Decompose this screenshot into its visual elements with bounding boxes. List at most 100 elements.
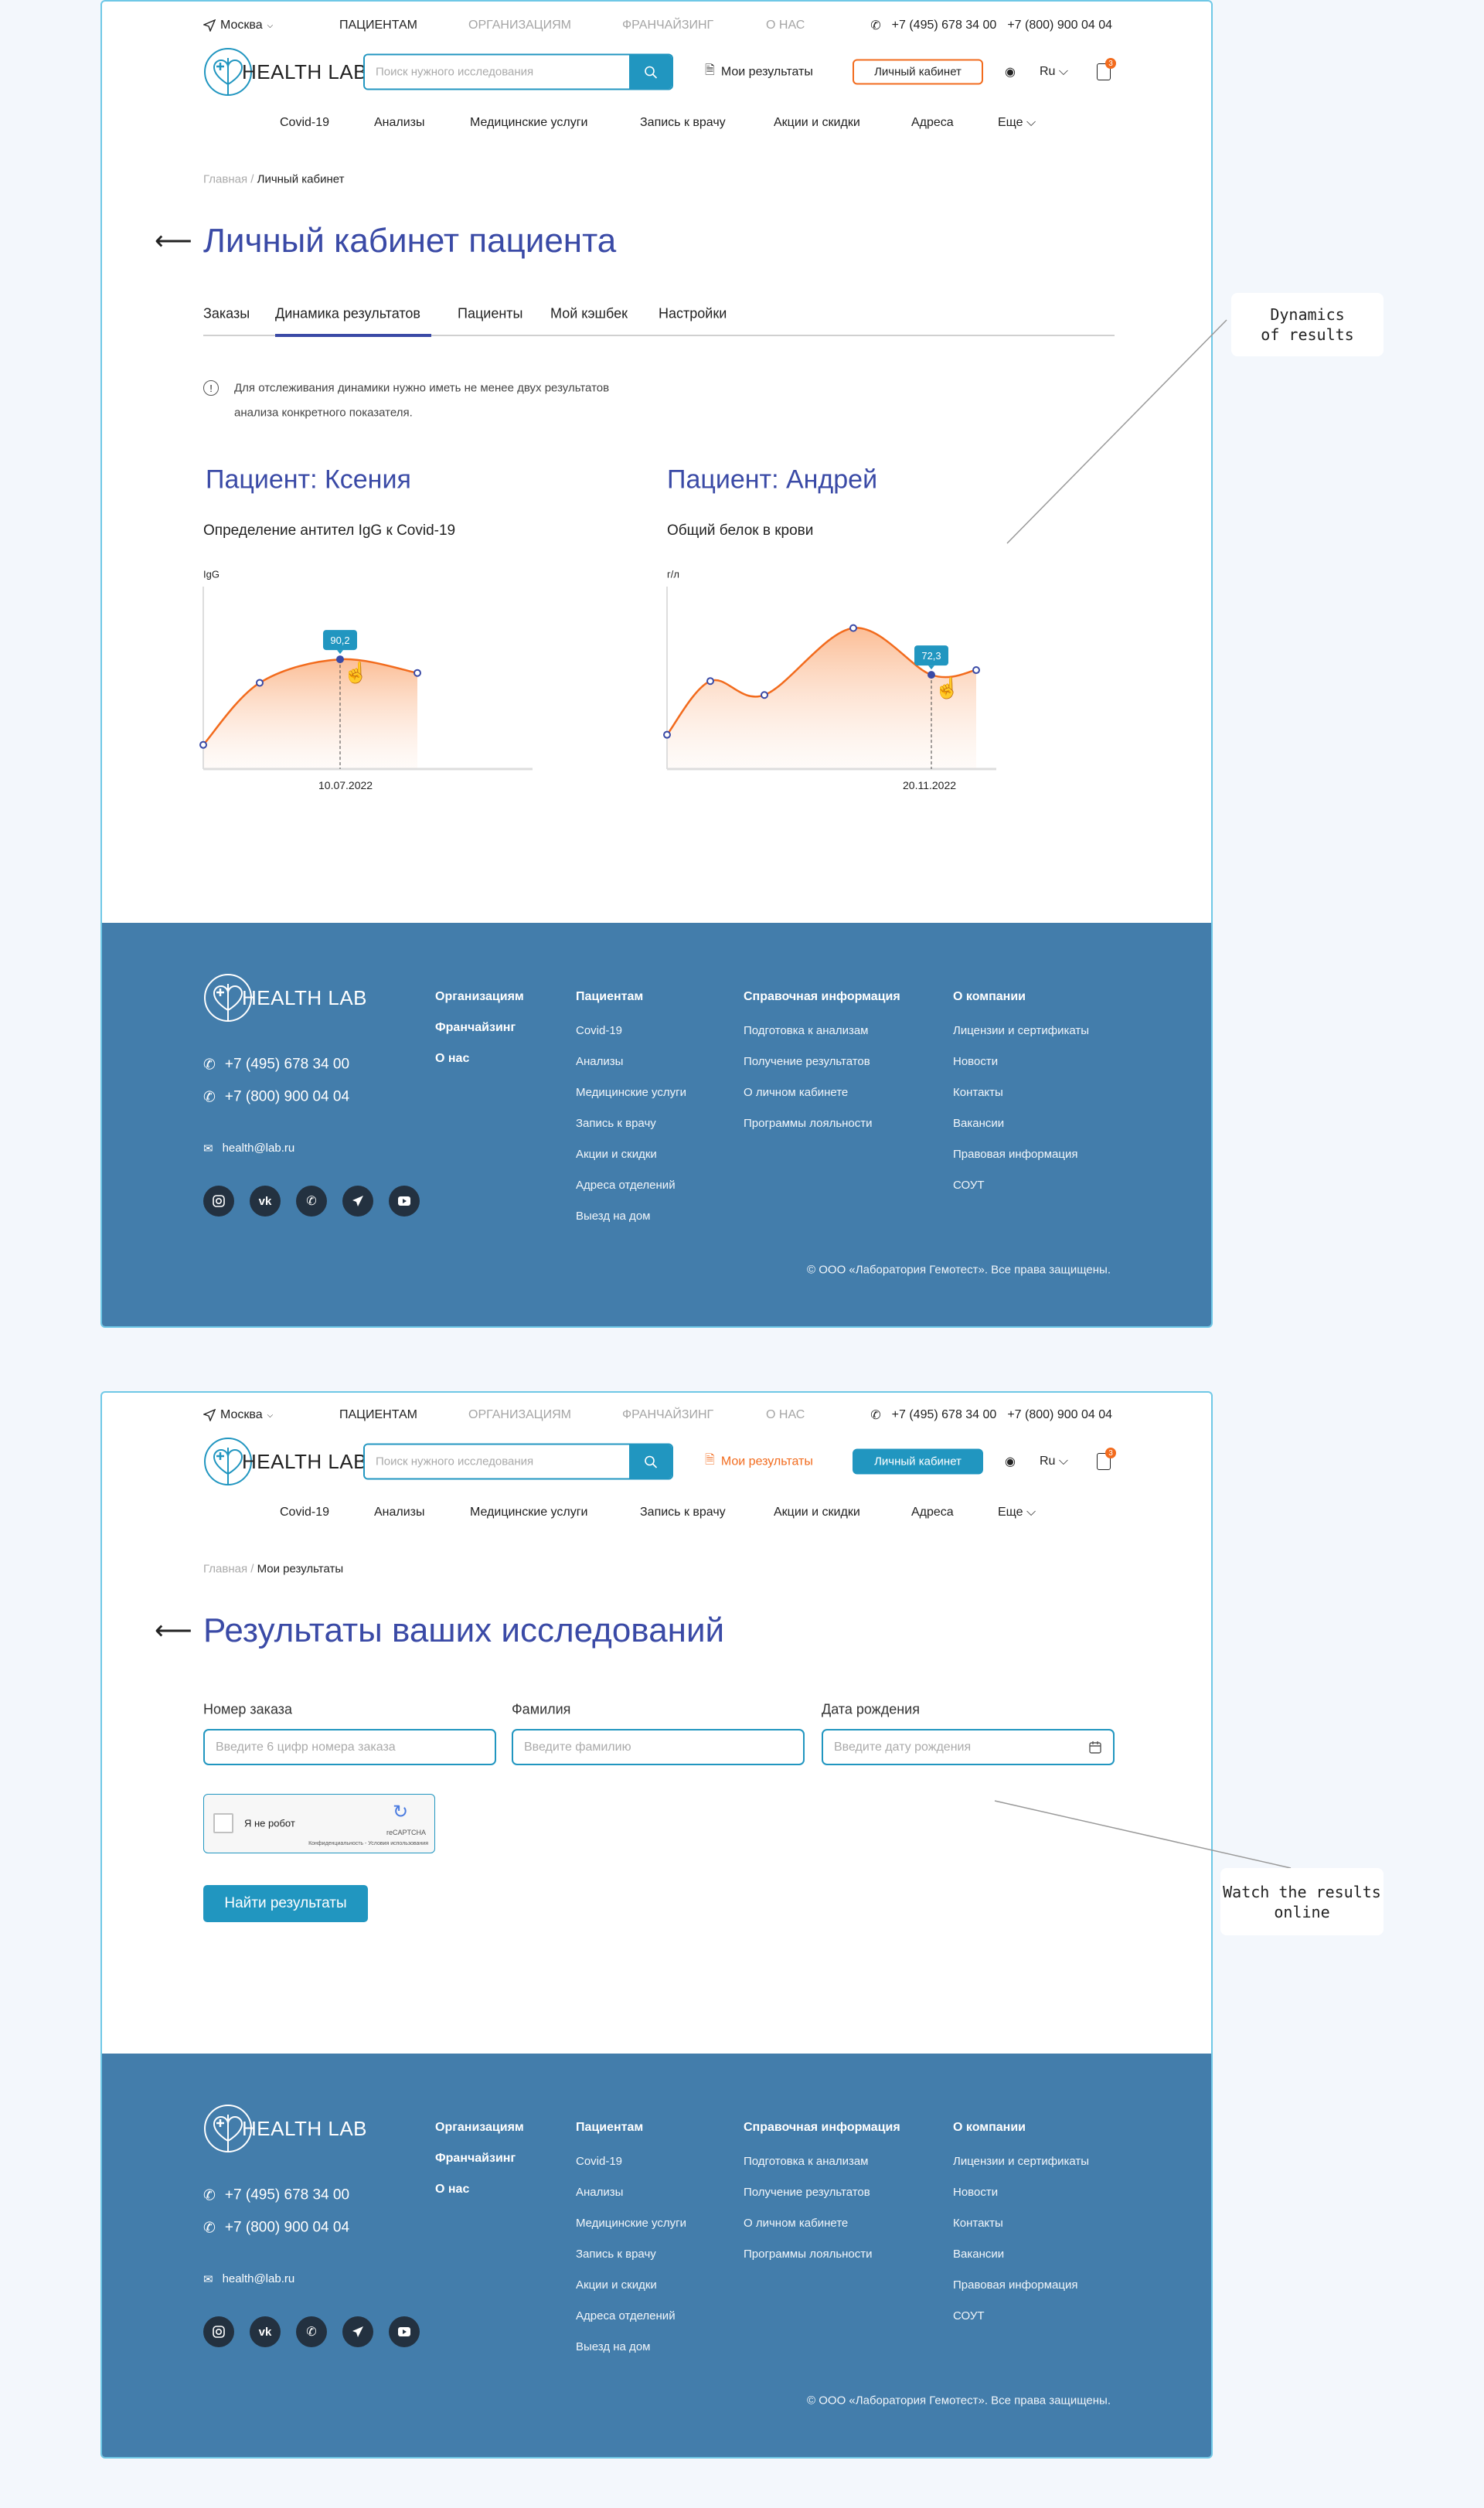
footer-link[interactable]: Медицинские услуги — [576, 2217, 686, 2230]
nav-appointment[interactable]: Запись к врачу — [640, 116, 726, 129]
footer-phone-2[interactable]: ✆ +7 (800) 900 04 04 — [203, 1089, 349, 1107]
footer-link[interactable]: О личном кабинете — [744, 1086, 849, 1099]
top-link-patients[interactable]: ПАЦИЕНТАМ — [339, 1408, 417, 1421]
footer-link[interactable]: Запись к врачу — [576, 1117, 656, 1130]
footer-link[interactable]: Новости — [953, 1055, 999, 1068]
footer-link[interactable]: Вакансии — [953, 2248, 1005, 2261]
cart-button[interactable]: 3 — [1097, 1448, 1116, 1470]
footer-link[interactable]: Лицензии и сертификаты — [953, 1024, 1090, 1037]
tab-patients[interactable]: Пациенты — [458, 305, 523, 322]
footer-link-organizations[interactable]: Организациям — [435, 990, 524, 1003]
footer-link[interactable]: Covid-19 — [576, 2155, 623, 2168]
footer-link[interactable]: Запись к врачу — [576, 2248, 656, 2261]
footer-link[interactable]: Covid-19 — [576, 1024, 623, 1037]
tab-orders[interactable]: Заказы — [203, 305, 250, 322]
data-point[interactable] — [199, 740, 207, 749]
nav-medical-services[interactable]: Медицинские услуги — [470, 116, 588, 129]
nav-more[interactable]: Еще ⌵ — [998, 116, 1036, 129]
tab-settings[interactable]: Настройки — [659, 305, 727, 322]
back-arrow-icon[interactable]: ⟵ — [155, 1616, 192, 1645]
find-results-button[interactable]: Найти результаты — [203, 1885, 368, 1922]
header-phone-1[interactable]: +7 (495) 678 34 00 — [891, 19, 997, 32]
footer-link-organizations[interactable]: Организациям — [435, 2121, 524, 2134]
footer-link[interactable]: Подготовка к анализам — [744, 1024, 869, 1037]
language-selector[interactable]: Ru ⌵ — [1040, 65, 1069, 78]
footer-link[interactable]: О личном кабинете — [744, 2217, 849, 2230]
footer-email[interactable]: ✉ health@lab.ru — [203, 1142, 294, 1155]
nav-promotions[interactable]: Акции и скидки — [774, 1506, 860, 1519]
footer-phone-2[interactable]: ✆ +7 (800) 900 04 04 — [203, 2220, 349, 2237]
top-link-organizations[interactable]: ОРГАНИЗАЦИЯМ — [468, 1408, 571, 1421]
data-point[interactable] — [928, 671, 935, 679]
footer-link[interactable]: Подготовка к анализам — [744, 2155, 869, 2168]
logo[interactable]: HEALTH LAB — [203, 47, 367, 97]
top-link-about[interactable]: О НАС — [766, 1408, 805, 1421]
footer-link[interactable]: Анализы — [576, 2186, 624, 2199]
my-results-link[interactable]: 🗎 Мои результаты — [705, 1451, 813, 1472]
footer-link[interactable]: Анализы — [576, 1055, 624, 1068]
calendar-icon[interactable] — [1088, 1741, 1102, 1754]
nav-promotions[interactable]: Акции и скидки — [774, 116, 860, 129]
recaptcha-terms[interactable]: Конфиденциальность - Условия использован… — [308, 1841, 428, 1846]
birthdate-input[interactable] — [834, 1740, 1088, 1754]
top-link-organizations[interactable]: ОРГАНИЗАЦИЯМ — [468, 19, 571, 32]
my-results-link[interactable]: 🗎 Мои результаты — [705, 62, 813, 83]
search-button[interactable] — [629, 1445, 672, 1479]
nav-analyses[interactable]: Анализы — [374, 1506, 425, 1519]
top-link-about[interactable]: О НАС — [766, 19, 805, 32]
whatsapp-icon[interactable]: ✆ — [296, 2316, 327, 2347]
order-number-input[interactable] — [216, 1740, 484, 1754]
data-point[interactable] — [849, 624, 857, 632]
footer-link[interactable]: Контакты — [953, 2217, 1003, 2230]
search-button[interactable] — [629, 55, 672, 89]
nav-covid[interactable]: Covid-19 — [280, 116, 330, 129]
search-input[interactable] — [365, 1445, 629, 1479]
data-point[interactable] — [706, 677, 714, 686]
cabinet-button[interactable]: Личный кабинет — [853, 59, 983, 85]
vk-icon[interactable]: vk — [250, 2316, 281, 2347]
cart-button[interactable]: 3 — [1097, 58, 1116, 80]
breadcrumb-home[interactable]: Главная — [203, 172, 248, 186]
header-phone-2[interactable]: +7 (800) 900 04 04 — [1007, 1408, 1112, 1421]
nav-analyses[interactable]: Анализы — [374, 116, 425, 129]
nav-addresses[interactable]: Адреса — [911, 116, 954, 129]
footer-link[interactable]: Контакты — [953, 1086, 1003, 1099]
accessibility-eye-icon[interactable]: ◉ — [1005, 66, 1016, 79]
top-link-franchise[interactable]: ФРАНЧАЙЗИНГ — [622, 19, 714, 32]
footer-link[interactable]: Программы лояльности — [744, 2248, 873, 2261]
language-selector[interactable]: Ru ⌵ — [1040, 1455, 1069, 1468]
youtube-icon[interactable] — [389, 2316, 420, 2347]
footer-link[interactable]: Программы лояльности — [744, 1117, 873, 1130]
youtube-icon[interactable] — [389, 1186, 420, 1217]
footer-link[interactable]: Адреса отделений — [576, 1179, 676, 1192]
city-selector[interactable]: Москва ⌵ — [203, 19, 273, 32]
footer-link[interactable]: Правовая информация — [953, 1148, 1078, 1161]
nav-addresses[interactable]: Адреса — [911, 1506, 954, 1519]
footer-link[interactable]: Новости — [953, 2186, 999, 2199]
footer-link[interactable]: Выезд на дом — [576, 2340, 651, 2353]
footer-link-franchise[interactable]: Франчайзинг — [435, 2152, 516, 2165]
telegram-icon[interactable] — [342, 2316, 373, 2347]
footer-link[interactable]: СОУТ — [953, 1179, 985, 1192]
footer-link[interactable]: Правовая информация — [953, 2278, 1078, 2292]
footer-link[interactable]: Акции и скидки — [576, 1148, 657, 1161]
nav-covid[interactable]: Covid-19 — [280, 1506, 330, 1519]
data-point[interactable] — [414, 669, 421, 677]
footer-link[interactable]: Лицензии и сертификаты — [953, 2155, 1090, 2168]
header-phone-2[interactable]: +7 (800) 900 04 04 — [1007, 19, 1112, 32]
footer-link-franchise[interactable]: Франчайзинг — [435, 1021, 516, 1034]
cabinet-button[interactable]: Личный кабинет — [853, 1448, 983, 1475]
footer-email[interactable]: ✉ health@lab.ru — [203, 2272, 294, 2286]
nav-medical-services[interactable]: Медицинские услуги — [470, 1506, 588, 1519]
data-point[interactable] — [761, 691, 768, 699]
footer-phone-1[interactable]: ✆ +7 (495) 678 34 00 — [203, 1057, 349, 1074]
top-link-patients[interactable]: ПАЦИЕНТАМ — [339, 19, 417, 32]
data-point[interactable] — [336, 655, 344, 664]
city-selector[interactable]: Москва ⌵ — [203, 1408, 273, 1422]
top-link-franchise[interactable]: ФРАНЧАЙЗИНГ — [622, 1408, 714, 1421]
telegram-icon[interactable] — [342, 1186, 373, 1217]
tab-dynamics[interactable]: Динамика результатов — [275, 305, 420, 322]
back-arrow-icon[interactable]: ⟵ — [155, 226, 192, 256]
footer-phone-1[interactable]: ✆ +7 (495) 678 34 00 — [203, 2187, 349, 2205]
footer-link-about[interactable]: О нас — [435, 2183, 470, 2196]
